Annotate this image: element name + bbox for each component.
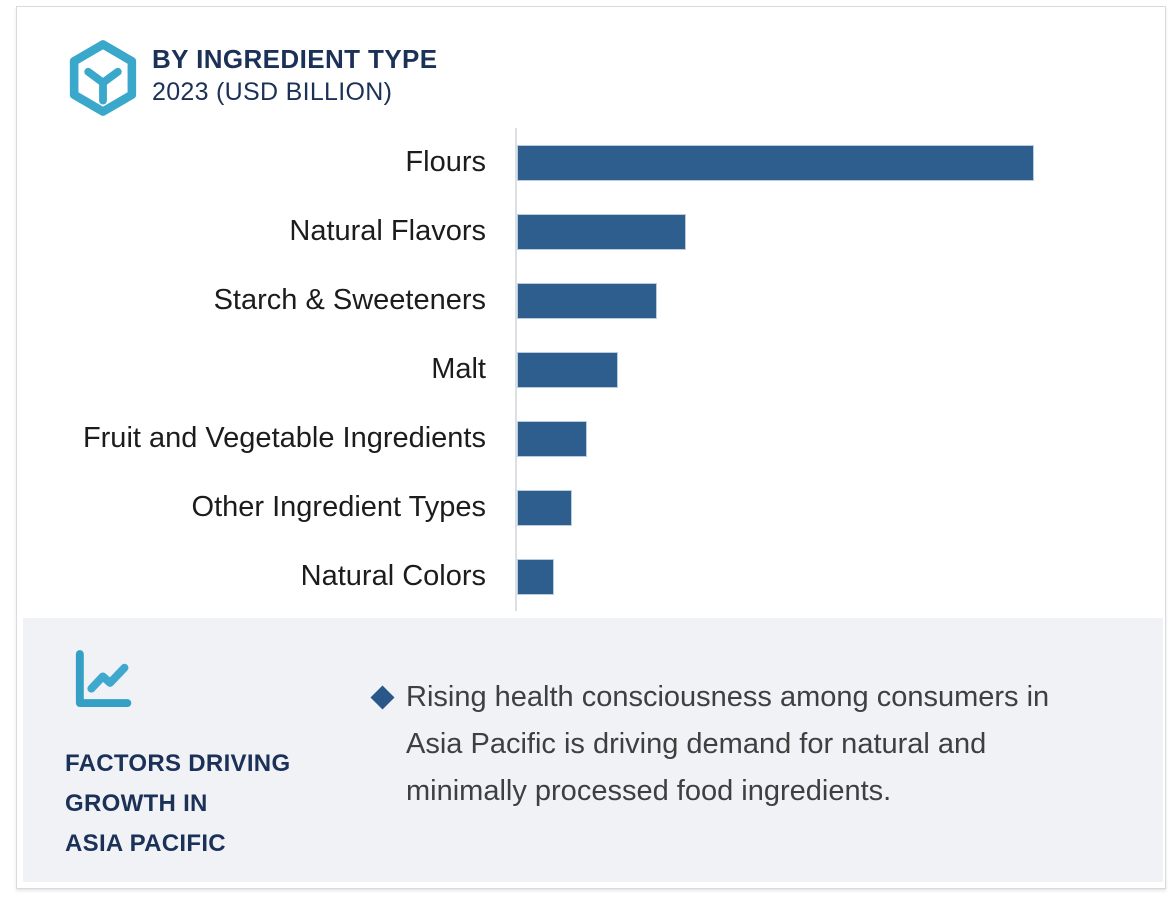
bar-track [515,197,1161,266]
bar-track [515,542,1161,611]
chart-title: BY INGREDIENT TYPE [152,44,438,74]
bar-track [515,128,1161,197]
bar-track [515,335,1161,404]
bar [517,489,572,526]
bar-track [515,404,1161,473]
factors-title-line: FACTORS DRIVING [65,750,291,777]
bar-track [515,266,1161,335]
diamond-bullet-icon [370,685,395,710]
category-label: Starch & Sweeteners [213,284,486,316]
chart-subtitle: 2023 (USD BILLION) [152,78,393,106]
bar [517,213,686,250]
category-label: Natural Colors [300,560,486,592]
factor-bullet-item: Rising health consciousness among consum… [370,674,1082,815]
category-label: Other Ingredient Types [191,491,486,523]
infographic-card: BY INGREDIENT TYPE 2023 (USD BILLION) Fl… [16,6,1166,889]
line-chart-icon [75,650,132,707]
factors-title-line: ASIA PACIFIC [65,830,226,857]
category-label: Fruit and Vegetable Ingredients [82,422,486,454]
factor-bullet-text: Rising health consciousness among consum… [406,681,1050,807]
bar [517,282,657,319]
chart-row: Natural Colors [25,542,1161,611]
chart-row: Other Ingredient Types [25,473,1161,542]
bar [517,420,587,457]
factors-title: FACTORS DRIVING GROWTH IN ASIA PACIFIC [65,744,290,864]
bar-track [515,473,1161,542]
factors-panel: FACTORS DRIVING GROWTH IN ASIA PACIFIC R… [23,618,1163,882]
chart-header: BY INGREDIENT TYPE 2023 (USD BILLION) [64,36,438,120]
category-label: Flours [405,146,486,178]
bar [517,144,1034,181]
factors-title-line: GROWTH IN [65,790,208,817]
chart-row: Malt [25,335,1161,404]
category-label: Malt [431,353,486,385]
bar [517,558,554,595]
bar [517,351,618,388]
hexagon-cube-icon [69,40,137,116]
chart-row: Starch & Sweeteners [25,266,1161,335]
header-titles: BY INGREDIENT TYPE 2023 (USD BILLION) [152,36,438,108]
chart-row: Flours [25,128,1161,197]
bar-chart: Flours Natural Flavors Starch & Sweeteners… [25,128,1161,611]
chart-row: Natural Flavors [25,197,1161,266]
category-label: Natural Flavors [289,215,486,247]
chart-row: Fruit and Vegetable Ingredients [25,404,1161,473]
